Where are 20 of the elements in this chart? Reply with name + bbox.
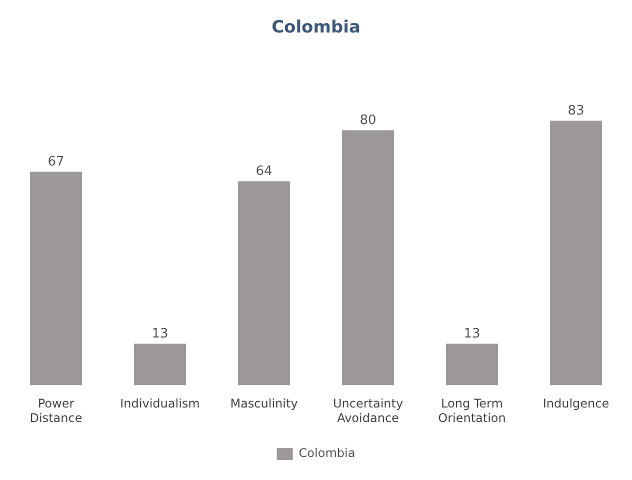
bar	[446, 344, 498, 386]
data-label: 83	[568, 104, 584, 119]
bar	[30, 172, 82, 386]
data-label: 13	[152, 326, 168, 342]
x-tick-label: Power Distance	[30, 396, 82, 425]
data-label: 67	[48, 154, 64, 170]
x-tick-label: Masculinity	[230, 396, 298, 411]
bar	[134, 344, 186, 386]
data-label: 64	[256, 164, 272, 180]
x-tick-label: Uncertainty Avoidance	[332, 396, 404, 425]
x-tick-label: Indulgence	[542, 396, 610, 411]
legend-label: Colombia	[298, 446, 356, 460]
bar	[342, 130, 394, 386]
data-label: 80	[360, 113, 376, 128]
bar	[238, 181, 290, 386]
x-tick-label: Individualism	[120, 396, 200, 411]
x-tick-label: Long Term Orientation	[438, 396, 506, 425]
data-label: 13	[464, 326, 480, 342]
bar	[550, 120, 602, 386]
chart-title: Colombia	[272, 18, 360, 38]
